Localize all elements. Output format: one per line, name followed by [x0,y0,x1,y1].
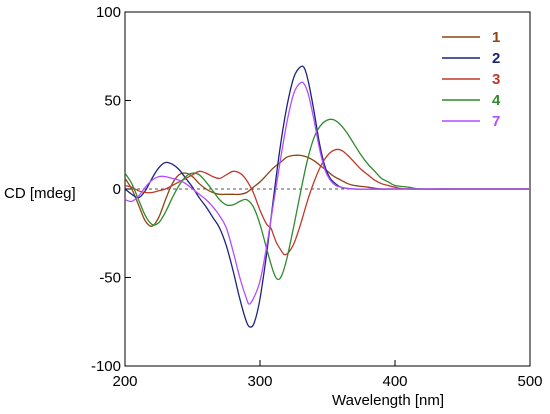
y-tick-label: 0 [113,181,121,198]
series-line-7 [124,81,530,305]
series-line-1 [124,154,530,227]
series-line-4 [124,118,530,281]
y-axis-title: CD [mdeg] [4,185,76,202]
x-tick-label: 400 [382,373,407,390]
y-tick-label: 50 [104,93,121,110]
x-axis-title: Wavelength [nm] [332,392,444,409]
x-tick-label: 300 [247,373,272,390]
y-tick-label: -50 [99,270,121,287]
legend-label-7: 7 [492,113,500,130]
series-layer [124,65,530,328]
y-tick-label: 100 [96,4,121,21]
x-tick-label: 500 [517,373,542,390]
legend-label-1: 1 [492,29,500,46]
x-tick-label: 200 [112,373,137,390]
series-line-2 [124,65,530,328]
legend-label-2: 2 [492,50,500,67]
legend: 1 2 3 4 7 [442,29,501,130]
legend-label-3: 3 [492,71,500,88]
y-tick-label: -100 [91,358,121,375]
legend-label-4: 4 [492,92,501,109]
series-line-3 [124,148,530,256]
